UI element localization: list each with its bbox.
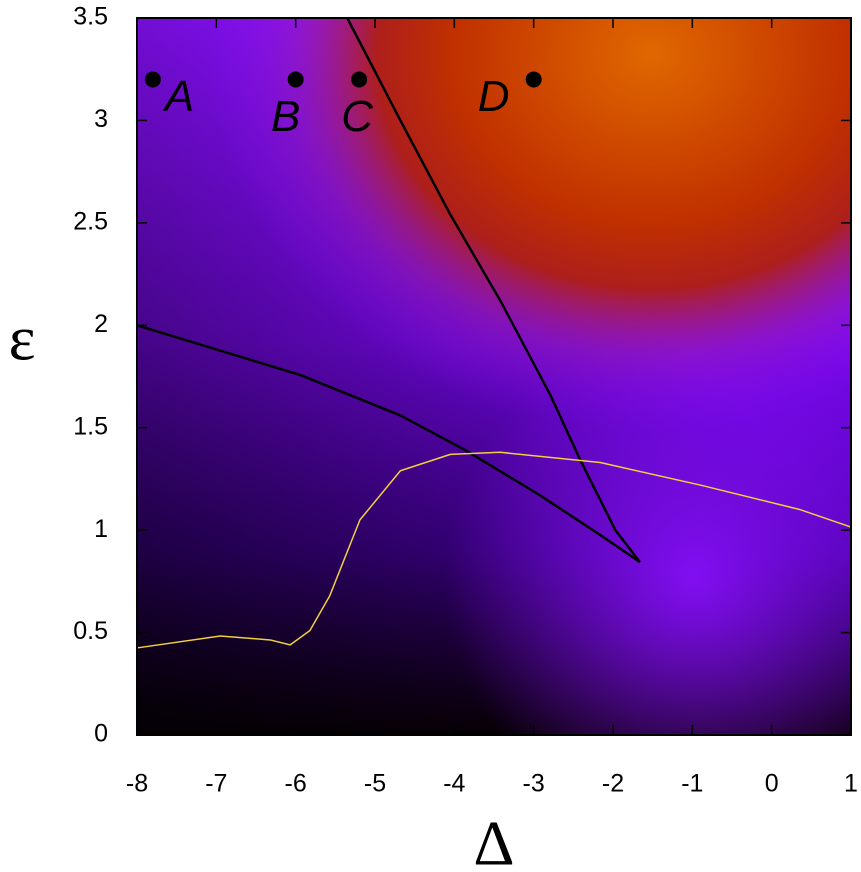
x-tick-label: -6 xyxy=(285,770,307,798)
point xyxy=(287,71,304,88)
y-tick-label: 2.5 xyxy=(73,207,108,235)
y-tick-label: 1.5 xyxy=(73,412,108,440)
point-label: B xyxy=(271,92,300,141)
y-tick-label: 3 xyxy=(94,105,108,133)
x-tick-label: -8 xyxy=(126,770,148,798)
y-tick-label: 0.5 xyxy=(73,617,108,645)
x-tick-label: 0 xyxy=(765,770,779,798)
point xyxy=(144,71,161,88)
y-axis-label: ε xyxy=(9,303,36,374)
x-tick-label: -2 xyxy=(602,770,624,798)
y-tick-label: 0 xyxy=(94,720,108,748)
x-tick-label: -3 xyxy=(523,770,545,798)
point-label: C xyxy=(341,92,374,141)
point xyxy=(351,71,368,88)
curve xyxy=(346,17,641,563)
heatmap xyxy=(137,18,851,735)
y-tick-label: 3.5 xyxy=(73,3,108,31)
y-tick-label: 1 xyxy=(94,515,108,543)
x-axis-label: Δ xyxy=(473,808,514,872)
curve xyxy=(136,451,852,649)
x-tick-label: -1 xyxy=(681,770,703,798)
point xyxy=(525,71,542,88)
curve xyxy=(136,324,641,564)
y-tick-label: 2 xyxy=(94,310,108,338)
x-tick-label: -5 xyxy=(364,770,386,798)
point-label: A xyxy=(162,72,194,121)
point-label: D xyxy=(478,72,510,121)
x-tick-label: 1 xyxy=(844,770,858,798)
plot-frame xyxy=(136,17,852,736)
x-tick-label: -4 xyxy=(443,770,465,798)
x-tick-label: -7 xyxy=(205,770,227,798)
